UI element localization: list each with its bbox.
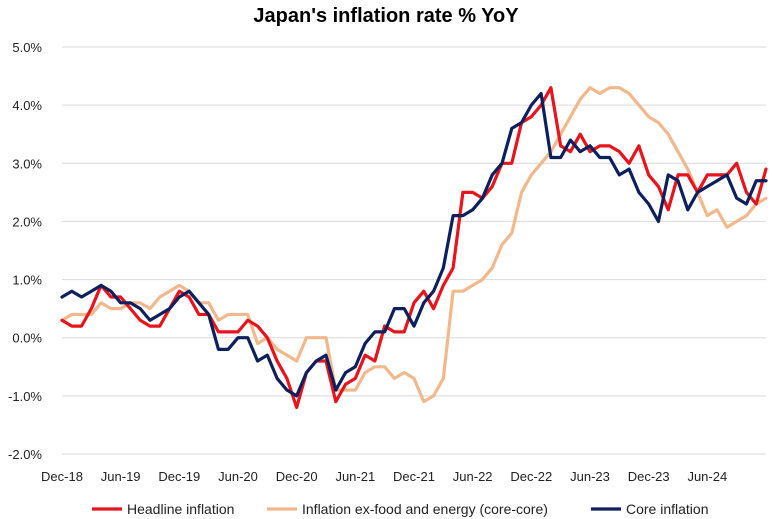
y-tick-label: 2.0% xyxy=(12,214,42,229)
series-lines xyxy=(60,86,768,410)
x-axis-ticks: Dec-18 Jun-19 Dec-19 Jun-20 Dec-20 Jun-21 Dec-… xyxy=(41,469,727,484)
x-tick-label: Jun-19 xyxy=(101,469,141,484)
y-axis-ticks: -2.0% -1.0% 0.0% 1.0% 2.0% 3.0% 4.0% 5.0% xyxy=(8,40,42,462)
x-tick-label: Dec-23 xyxy=(628,469,670,484)
x-tick-label: Jun-23 xyxy=(570,469,610,484)
legend-label: Inflation ex-food and energy (core-core) xyxy=(302,501,548,517)
x-tick-label: Dec-20 xyxy=(276,469,318,484)
x-tick-label: Jun-21 xyxy=(335,469,375,484)
legend: Headline inflation Inflation ex-food and … xyxy=(92,501,709,517)
chart-title: Japan's inflation rate % YoY xyxy=(253,5,519,27)
x-tick-label: Dec-18 xyxy=(41,469,83,484)
gridlines xyxy=(62,46,766,455)
y-tick-label: 3.0% xyxy=(12,156,42,171)
y-tick-label: 0.0% xyxy=(12,331,42,346)
x-tick-label: Jun-22 xyxy=(453,469,493,484)
series-line-core xyxy=(60,91,768,398)
y-tick-label: 5.0% xyxy=(12,40,42,55)
x-tick-label: Jun-20 xyxy=(218,469,258,484)
x-tick-label: Jun-24 xyxy=(687,469,727,484)
x-tick-label: Dec-22 xyxy=(510,469,552,484)
x-tick-label: Dec-19 xyxy=(158,469,200,484)
y-tick-label: 1.0% xyxy=(12,273,42,288)
x-tick-label: Dec-21 xyxy=(393,469,435,484)
y-tick-label: -1.0% xyxy=(8,389,42,404)
series-line-core-core xyxy=(60,86,768,404)
y-tick-label: -2.0% xyxy=(8,447,42,462)
y-tick-label: 4.0% xyxy=(12,98,42,113)
series-line-headline xyxy=(60,86,768,410)
legend-label: Core inflation xyxy=(626,501,709,517)
legend-label: Headline inflation xyxy=(127,501,234,517)
